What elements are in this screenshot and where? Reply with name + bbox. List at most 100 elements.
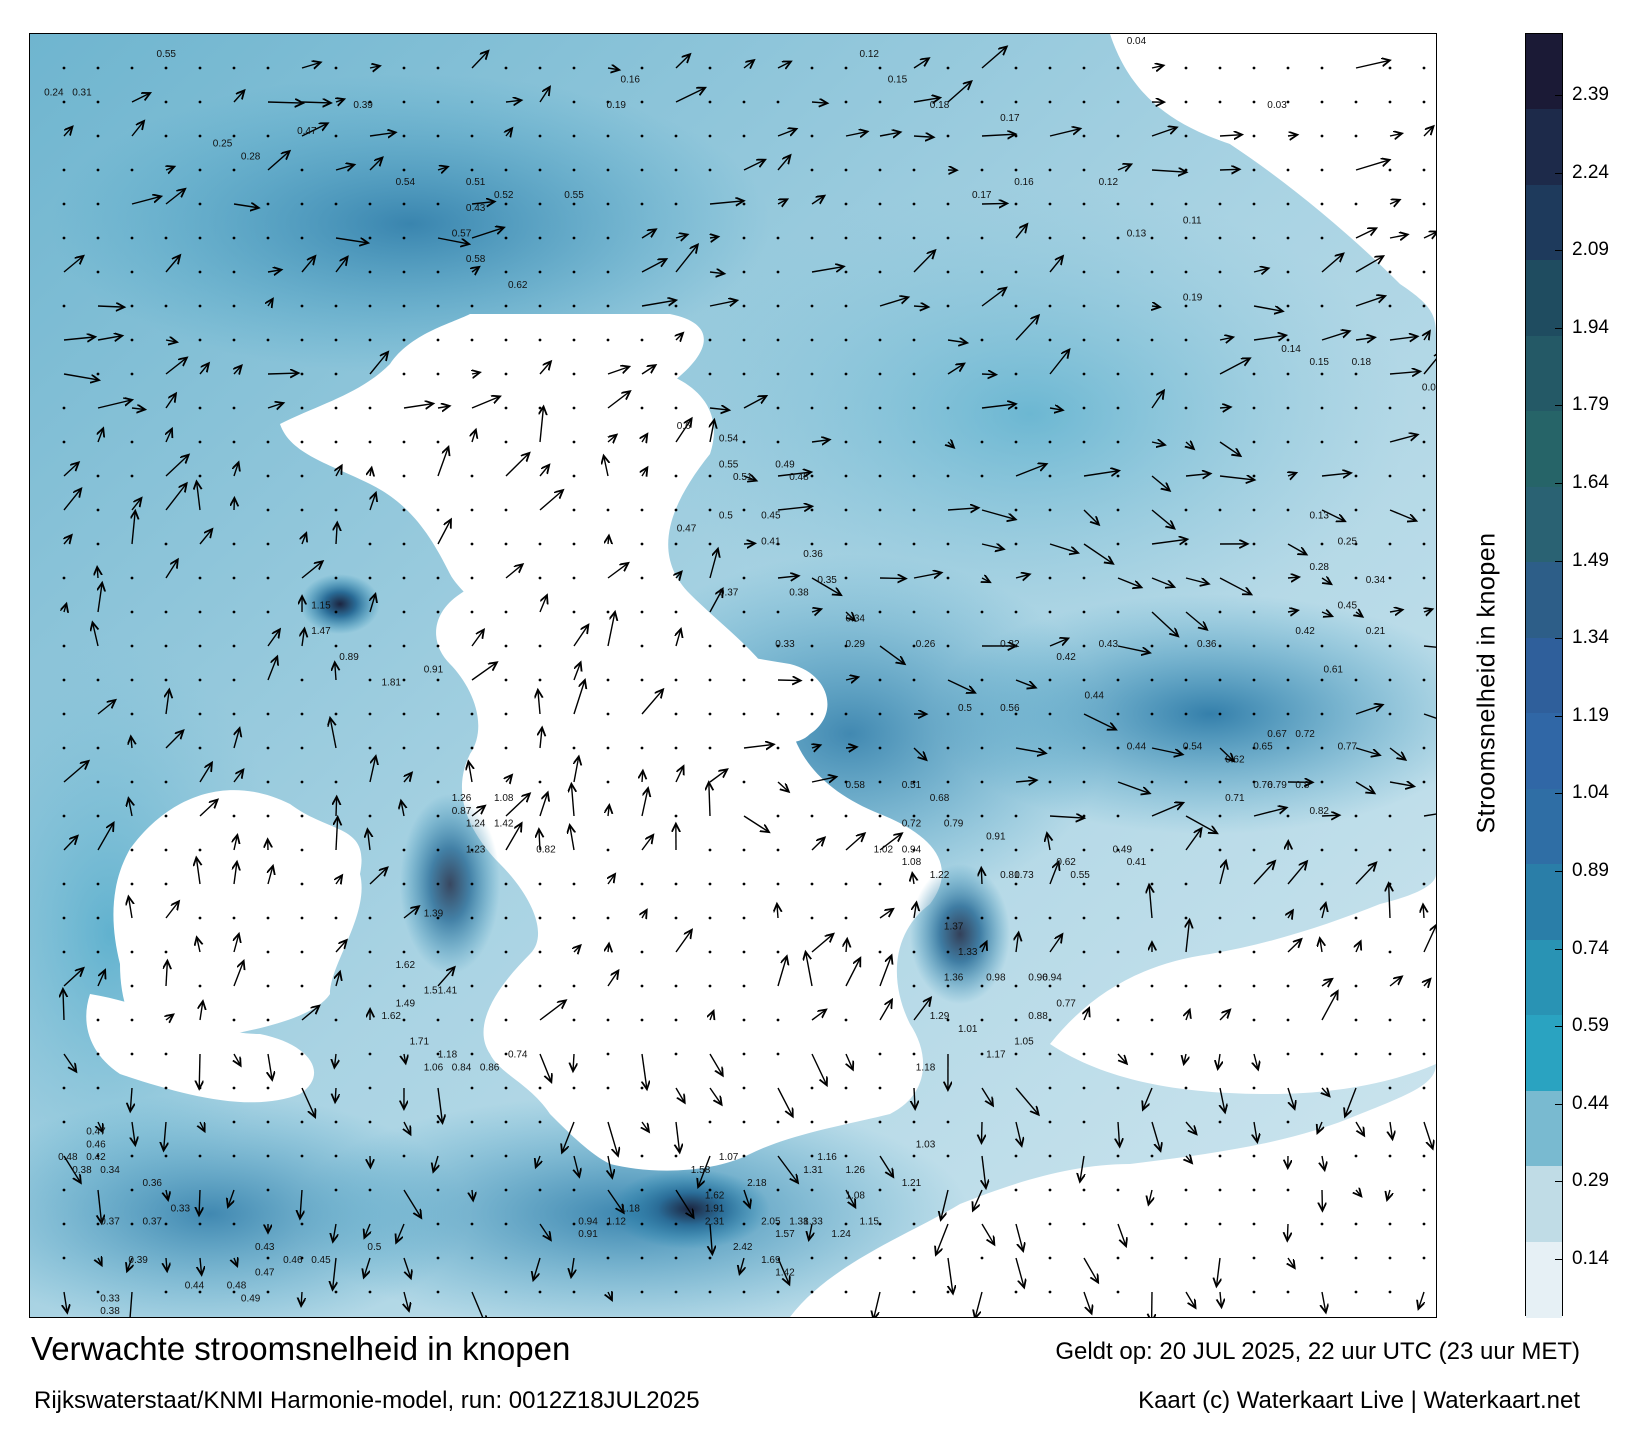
sample-dot bbox=[436, 66, 440, 70]
sample-dot bbox=[1320, 1052, 1324, 1056]
current-arrow bbox=[574, 1155, 579, 1177]
velocity-label: 1.15 bbox=[860, 1216, 880, 1227]
current-arrow bbox=[1015, 315, 1039, 341]
fast-current-narrows-north bbox=[300, 574, 380, 634]
current-arrow bbox=[403, 1257, 411, 1278]
sample-dot bbox=[844, 916, 848, 920]
sample-dot bbox=[402, 338, 406, 342]
sample-dot bbox=[504, 236, 508, 240]
sample-dot bbox=[96, 1222, 100, 1226]
sample-dot bbox=[708, 848, 712, 852]
sample-dot bbox=[1388, 950, 1392, 954]
current-arrow bbox=[63, 836, 78, 851]
sample-dot bbox=[1082, 236, 1086, 240]
sample-dot bbox=[708, 134, 712, 138]
sample-dot bbox=[300, 678, 304, 682]
current-speed-map-canvas[interactable]: 0.550.24 0.310.280.250.390.470.54 0.510.52… bbox=[30, 34, 1436, 1317]
sample-dot bbox=[708, 1290, 712, 1294]
sample-dot bbox=[300, 168, 304, 172]
current-arrow bbox=[913, 573, 942, 578]
sample-dot bbox=[504, 984, 508, 988]
sample-dot bbox=[1422, 1154, 1426, 1158]
velocity-label: 0.91 bbox=[578, 1229, 598, 1240]
current-arrow bbox=[1423, 925, 1436, 953]
current-arrow bbox=[336, 797, 337, 817]
current-arrow bbox=[98, 1121, 103, 1132]
sample-dot bbox=[708, 950, 712, 954]
current-arrow bbox=[63, 489, 81, 511]
velocity-label: 0.42 bbox=[1295, 626, 1315, 637]
sample-dot bbox=[300, 780, 304, 784]
current-arrow bbox=[1355, 781, 1374, 793]
sample-dot bbox=[844, 440, 848, 444]
velocity-label: 1.62 bbox=[382, 1011, 402, 1022]
sample-dot bbox=[300, 814, 304, 818]
sample-dot bbox=[1116, 678, 1120, 682]
velocity-label: 1.08 bbox=[494, 793, 514, 804]
sample-dot bbox=[946, 1018, 950, 1022]
current-arrow bbox=[1253, 335, 1286, 340]
current-arrow bbox=[165, 358, 187, 375]
sample-dot bbox=[1184, 508, 1188, 512]
sample-dot bbox=[300, 202, 304, 206]
sample-dot bbox=[96, 542, 100, 546]
sample-dot bbox=[266, 542, 270, 546]
colorbar-tick-mark bbox=[1555, 250, 1563, 252]
velocity-label: 0.84 bbox=[452, 1062, 472, 1073]
current-arrow bbox=[709, 782, 710, 817]
sample-dot bbox=[980, 712, 984, 716]
current-arrow bbox=[1288, 473, 1296, 476]
sample-dot bbox=[368, 950, 372, 954]
sample-dot bbox=[912, 814, 916, 818]
sample-dot bbox=[1184, 678, 1188, 682]
sample-dot bbox=[912, 950, 916, 954]
colorbar-tick-label: 1.34 bbox=[1572, 627, 1609, 649]
velocity-label: 0.43 bbox=[466, 203, 486, 214]
current-direction-arrows bbox=[63, 47, 1436, 1317]
sample-dot bbox=[538, 406, 542, 410]
current-arrow bbox=[1151, 611, 1178, 636]
sample-dot bbox=[1320, 746, 1324, 750]
velocity-label: 1.18 bbox=[438, 1050, 458, 1061]
sample-dot bbox=[266, 610, 270, 614]
sample-dot bbox=[436, 814, 440, 818]
sample-dot bbox=[708, 1188, 712, 1192]
current-arrow bbox=[234, 1258, 237, 1266]
current-arrow bbox=[607, 68, 619, 70]
sample-dot bbox=[368, 440, 372, 444]
current-arrow bbox=[1322, 1088, 1329, 1096]
current-arrow bbox=[471, 806, 485, 817]
colorbar-segment bbox=[1526, 260, 1562, 337]
current-arrow bbox=[1355, 337, 1375, 340]
sample-dot bbox=[130, 338, 134, 342]
sample-dot bbox=[470, 746, 474, 750]
sample-dot bbox=[1184, 780, 1188, 784]
sample-dot bbox=[62, 916, 66, 920]
sample-dot bbox=[504, 644, 508, 648]
sample-dot bbox=[436, 712, 440, 716]
velocity-label: 0.13 bbox=[1310, 511, 1330, 522]
current-arrow bbox=[267, 403, 283, 408]
velocity-label: 1.33 bbox=[958, 947, 978, 958]
current-arrow bbox=[1219, 861, 1226, 885]
current-arrow bbox=[1083, 713, 1116, 730]
sample-dot bbox=[674, 712, 678, 716]
sample-dot bbox=[1082, 202, 1086, 206]
colorbar-tick-mark bbox=[1555, 560, 1563, 562]
sample-dot bbox=[62, 168, 66, 172]
sample-dot bbox=[1048, 66, 1052, 70]
sample-dot bbox=[844, 1120, 848, 1124]
current-arrow bbox=[570, 825, 574, 851]
sample-dot bbox=[470, 610, 474, 614]
sample-dot bbox=[62, 1120, 66, 1124]
sample-dot bbox=[742, 576, 746, 580]
sample-dot bbox=[1354, 678, 1358, 682]
velocity-label: 0.37 bbox=[100, 1216, 120, 1227]
sample-dot bbox=[368, 100, 372, 104]
current-map[interactable]: 0.55 0.24 0.31 0.28 0.25 0.39 0.47 0.54 0.51 0.52… bbox=[29, 33, 1437, 1318]
current-arrow bbox=[1355, 863, 1376, 885]
sample-dot bbox=[742, 882, 746, 886]
current-arrow bbox=[879, 833, 902, 851]
velocity-label: 0.82 bbox=[1310, 806, 1330, 817]
current-arrow bbox=[333, 1223, 336, 1242]
